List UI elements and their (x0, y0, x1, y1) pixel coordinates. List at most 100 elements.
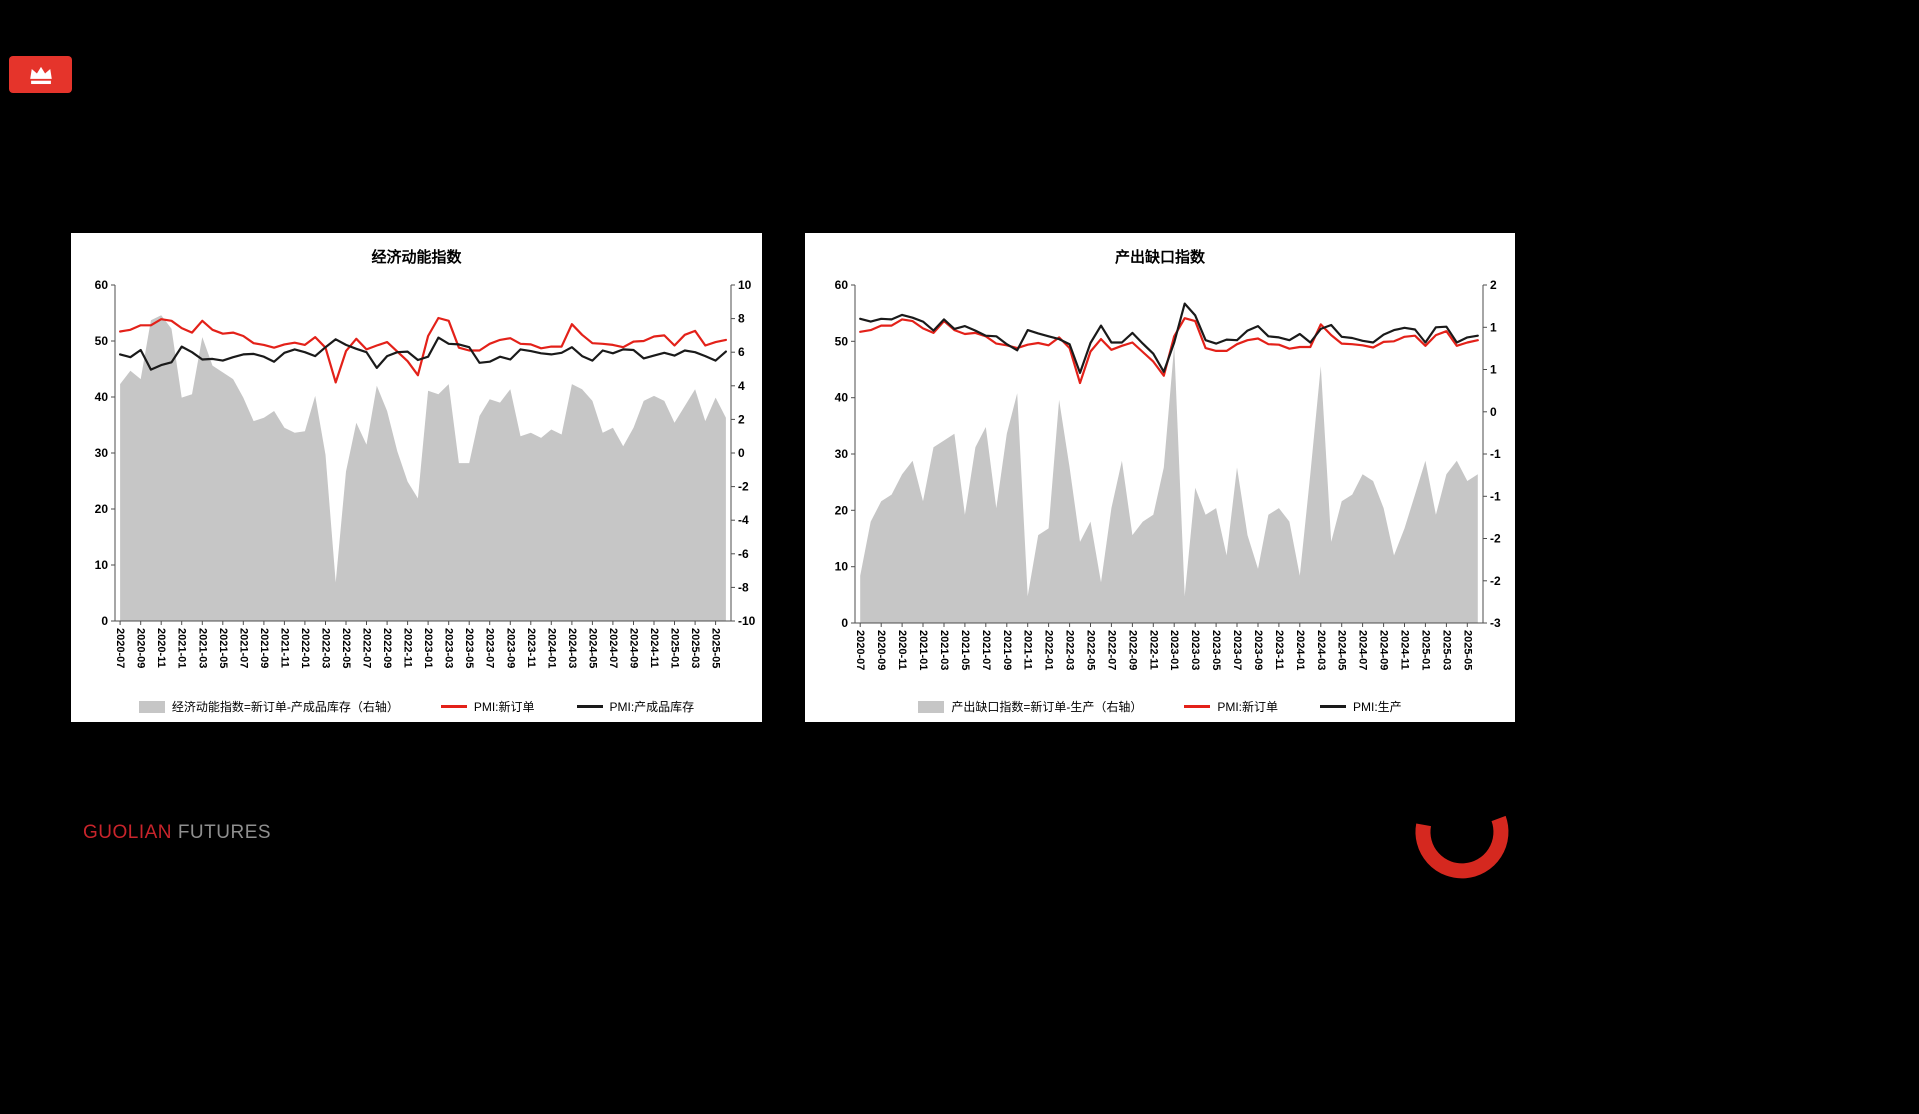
svg-text:40: 40 (95, 390, 109, 404)
svg-text:2022-09: 2022-09 (381, 628, 393, 668)
svg-text:2024-01: 2024-01 (1294, 630, 1306, 670)
legend-label-area: 经济动能指数=新订单-产成品库存（右轴） (171, 700, 399, 714)
legend-economic-momentum: 经济动能指数=新订单-产成品库存（右轴） PMI:新订单 PMI:产成品库存 (71, 698, 762, 715)
svg-text:2021-11: 2021-11 (1022, 630, 1034, 670)
brand-guolian: GUOLIAN (83, 822, 173, 843)
svg-text:2024-09: 2024-09 (628, 628, 640, 668)
chart-panel-output-gap: 产出缺口指数 60 50 40 30 20 10 0 2 1 1 0 -1 -1 -2 -2 -3 2020-0… (805, 233, 1515, 722)
svg-text:2024-05: 2024-05 (586, 628, 598, 668)
svg-text:2023-03: 2023-03 (1189, 630, 1201, 670)
brand-futures: FUTURES (177, 822, 272, 843)
legend-item-area: 产出缺口指数=新订单-生产（右轴） (918, 698, 1142, 715)
svg-text:2024-11: 2024-11 (1399, 630, 1411, 670)
svg-text:2: 2 (738, 412, 745, 426)
legend-label-inventory: PMI:产成品库存 (609, 700, 695, 714)
svg-text:2024-03: 2024-03 (566, 628, 578, 668)
legend-item-new-orders: PMI:新订单 (1184, 698, 1278, 715)
svg-text:2022-05: 2022-05 (1085, 630, 1097, 670)
svg-text:2023-01: 2023-01 (1168, 630, 1180, 670)
svg-text:2025-01: 2025-01 (669, 628, 681, 668)
svg-text:-2: -2 (1490, 532, 1501, 546)
svg-text:2022-03: 2022-03 (320, 628, 332, 668)
svg-text:20: 20 (835, 503, 849, 517)
svg-text:2020-09: 2020-09 (135, 628, 147, 668)
svg-text:-10: -10 (738, 614, 756, 628)
svg-text:4: 4 (738, 379, 745, 393)
svg-text:30: 30 (835, 447, 849, 461)
red-line-swatch (1184, 705, 1211, 708)
svg-text:2022-11: 2022-11 (402, 628, 414, 668)
svg-text:10: 10 (95, 558, 109, 572)
svg-text:-4: -4 (738, 513, 749, 527)
svg-text:0: 0 (1490, 405, 1497, 419)
chart-panel-economic-momentum: 经济动能指数 60 50 40 30 20 10 0 10 8 6 4 2 0 -2 -4 -6 -8 -10 20… (71, 233, 762, 722)
svg-text:2020-09: 2020-09 (875, 630, 887, 670)
svg-text:2021-03: 2021-03 (196, 628, 208, 668)
svg-text:50: 50 (835, 334, 849, 348)
svg-text:50: 50 (95, 334, 109, 348)
svg-text:6: 6 (738, 345, 745, 359)
svg-text:-1: -1 (1490, 447, 1501, 461)
svg-text:2021-01: 2021-01 (176, 628, 188, 668)
svg-text:2023-05: 2023-05 (463, 628, 475, 668)
svg-text:2023-11: 2023-11 (525, 628, 537, 668)
svg-text:2022-07: 2022-07 (1105, 630, 1117, 670)
svg-text:2022-09: 2022-09 (1126, 630, 1138, 670)
svg-text:10: 10 (738, 278, 752, 292)
svg-text:2022-07: 2022-07 (361, 628, 373, 668)
svg-text:2025-01: 2025-01 (1419, 630, 1431, 670)
red-line-swatch (440, 705, 467, 708)
svg-text:2024-01: 2024-01 (545, 628, 557, 668)
svg-text:-2: -2 (738, 480, 749, 494)
svg-text:10: 10 (835, 560, 849, 574)
svg-text:2021-03: 2021-03 (938, 630, 950, 670)
svg-text:2023-01: 2023-01 (422, 628, 434, 668)
svg-text:2: 2 (1490, 278, 1497, 292)
svg-text:2024-05: 2024-05 (1336, 630, 1348, 670)
svg-text:-8: -8 (738, 580, 749, 594)
svg-text:2024-07: 2024-07 (1357, 630, 1369, 670)
svg-text:2021-07: 2021-07 (980, 630, 992, 670)
footer-brand: GUOLIAN FUTURES (83, 822, 271, 844)
svg-text:2025-05: 2025-05 (710, 628, 722, 668)
crown-icon (29, 66, 52, 84)
svg-text:2022-01: 2022-01 (1043, 630, 1055, 670)
svg-text:2024-03: 2024-03 (1315, 630, 1327, 670)
svg-text:2025-05: 2025-05 (1461, 630, 1473, 670)
svg-text:60: 60 (835, 278, 849, 292)
svg-text:2021-11: 2021-11 (278, 628, 290, 668)
svg-text:2023-03: 2023-03 (443, 628, 455, 668)
black-line-swatch (1320, 705, 1346, 708)
svg-text:2023-09: 2023-09 (504, 628, 516, 668)
brand-logo (9, 56, 72, 93)
svg-text:2021-07: 2021-07 (237, 628, 249, 668)
legend-item-production: PMI:生产 (1320, 698, 1402, 715)
chart-title-output-gap: 产出缺口指数 (1114, 249, 1205, 266)
svg-text:2022-03: 2022-03 (1064, 630, 1076, 670)
svg-text:0: 0 (738, 446, 745, 460)
svg-text:2025-03: 2025-03 (1440, 630, 1452, 670)
svg-text:0: 0 (101, 614, 108, 628)
svg-text:-1: -1 (1490, 489, 1501, 503)
area-swatch (138, 700, 165, 713)
svg-text:2023-09: 2023-09 (1252, 630, 1264, 670)
svg-text:60: 60 (95, 278, 109, 292)
svg-text:2021-05: 2021-05 (217, 628, 229, 668)
svg-text:2021-01: 2021-01 (917, 630, 929, 670)
legend-label-production: PMI:生产 (1353, 700, 1402, 714)
svg-text:2023-05: 2023-05 (1210, 630, 1222, 670)
svg-text:2021-09: 2021-09 (1001, 630, 1013, 670)
svg-text:2020-11: 2020-11 (896, 630, 908, 670)
svg-text:0: 0 (841, 616, 848, 630)
svg-text:2024-09: 2024-09 (1378, 630, 1390, 670)
area-swatch (918, 700, 945, 713)
svg-text:-6: -6 (738, 547, 749, 561)
svg-text:2022-11: 2022-11 (1147, 630, 1159, 670)
svg-text:2024-07: 2024-07 (607, 628, 619, 668)
chart-title-economic-momentum: 经济动能指数 (371, 249, 462, 266)
svg-text:2023-07: 2023-07 (484, 628, 496, 668)
svg-text:2024-11: 2024-11 (648, 628, 660, 668)
legend-label-area: 产出缺口指数=新订单-生产（右轴） (951, 700, 1143, 714)
